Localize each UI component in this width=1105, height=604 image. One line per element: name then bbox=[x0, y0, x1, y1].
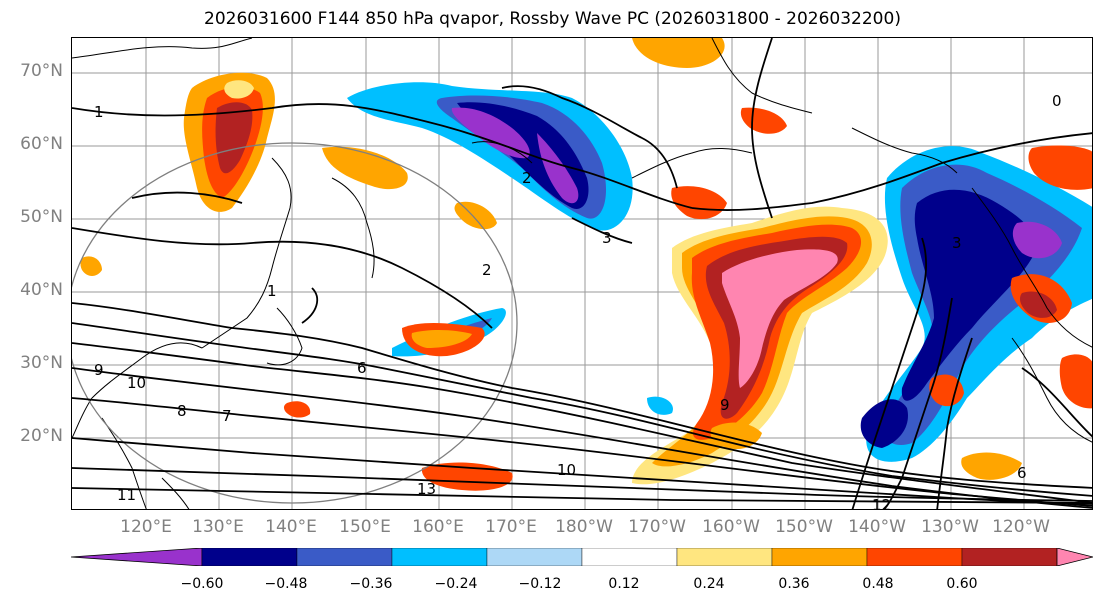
colorbar-segment bbox=[581, 548, 678, 566]
colorbar-segment bbox=[201, 548, 298, 566]
colorbar-extension-high bbox=[1056, 548, 1093, 566]
colorbar-extension-low bbox=[71, 548, 203, 566]
lat-label-60n: 60°N bbox=[20, 134, 63, 154]
lon-label-140e: 140°E bbox=[265, 517, 317, 537]
contour-label: 13 bbox=[417, 480, 436, 498]
contour-label: 3 bbox=[602, 229, 612, 247]
colorbar-segment bbox=[296, 548, 393, 566]
lon-label-160e: 160°E bbox=[412, 517, 464, 537]
lat-label-70n: 70°N bbox=[20, 61, 63, 81]
contour-label: 6 bbox=[357, 359, 367, 377]
colorbar-segment bbox=[486, 548, 583, 566]
lon-label-120e: 120°E bbox=[120, 517, 172, 537]
negative-anomaly-bering bbox=[347, 82, 633, 231]
colorbar-tick: 0.48 bbox=[862, 576, 894, 592]
contour-labels: 1 1 2 2 3 3 6 6 7 8 9 9 10 10 11 12 13 0 bbox=[94, 92, 1062, 510]
lat-label-40n: 40°N bbox=[20, 280, 63, 300]
lon-label-130w: 130°W bbox=[921, 517, 979, 537]
positive-anomaly-okhotsk bbox=[183, 72, 275, 212]
region-circle bbox=[72, 142, 518, 504]
lat-label-50n: 50°N bbox=[20, 207, 63, 227]
colorbar-tick: 0.60 bbox=[946, 576, 978, 592]
lon-label-140w: 140°W bbox=[848, 517, 906, 537]
colorbar-tick: 0.12 bbox=[608, 576, 640, 592]
chart-title: 2026031600 F144 850 hPa qvapor, Rossby W… bbox=[204, 9, 901, 29]
lon-label-170e: 170°E bbox=[485, 517, 537, 537]
contour-label: 2 bbox=[522, 169, 532, 187]
lon-label-180w: 180°W bbox=[555, 517, 613, 537]
contour-label: 7 bbox=[222, 407, 232, 425]
colorbar-tick: −0.60 bbox=[180, 576, 224, 592]
lon-label-120w: 120°W bbox=[992, 517, 1050, 537]
contour-label: 11 bbox=[117, 486, 136, 504]
colorbar-segments bbox=[71, 548, 1093, 566]
colorbar-segment bbox=[391, 548, 488, 566]
colorbar-tick: −0.36 bbox=[349, 576, 393, 592]
colorbar-tick: 0.36 bbox=[778, 576, 810, 592]
qvapor-contours bbox=[72, 38, 1092, 509]
positive-anomaly-central-pacific bbox=[632, 206, 888, 485]
lat-label-20n: 20°N bbox=[20, 426, 63, 446]
contour-label: 6 bbox=[1017, 464, 1027, 482]
colorbar-segment bbox=[676, 548, 773, 566]
contour-label: 8 bbox=[177, 402, 187, 420]
lon-label-170w: 170°W bbox=[628, 517, 686, 537]
contour-label: 10 bbox=[127, 374, 146, 392]
contour-label: 9 bbox=[94, 361, 104, 379]
colorbar-tick: −0.48 bbox=[264, 576, 308, 592]
coastlines bbox=[72, 38, 1092, 509]
map-canvas: 1 1 2 2 3 3 6 6 7 8 9 9 10 10 11 12 13 0 bbox=[72, 38, 1092, 510]
lon-label-150w: 150°W bbox=[775, 517, 833, 537]
contour-label: 12 bbox=[872, 496, 891, 510]
negative-anomaly-gulf-of-alaska bbox=[860, 146, 1092, 462]
colorbar-tick: −0.12 bbox=[518, 576, 562, 592]
lon-label-150e: 150°E bbox=[339, 517, 391, 537]
contour-label: 3 bbox=[952, 234, 962, 252]
contour-label: 10 bbox=[557, 461, 576, 479]
contour-label: 1 bbox=[94, 103, 104, 121]
colorbar bbox=[71, 548, 1093, 566]
contour-label: 9 bbox=[720, 396, 730, 414]
colorbar-segment bbox=[961, 548, 1058, 566]
colorbar-tick: 0.24 bbox=[693, 576, 725, 592]
colorbar-segment bbox=[771, 548, 868, 566]
lon-label-160w: 160°W bbox=[702, 517, 760, 537]
colorbar-tick: −0.24 bbox=[434, 576, 478, 592]
contour-label: 1 bbox=[267, 282, 277, 300]
lat-label-30n: 30°N bbox=[20, 353, 63, 373]
colorbar-segment bbox=[866, 548, 963, 566]
contour-label: 2 bbox=[482, 261, 492, 279]
map-panel: 1 1 2 2 3 3 6 6 7 8 9 9 10 10 11 12 13 0 bbox=[71, 37, 1093, 510]
contour-label: 0 bbox=[1052, 92, 1062, 110]
lon-label-130e: 130°E bbox=[192, 517, 244, 537]
